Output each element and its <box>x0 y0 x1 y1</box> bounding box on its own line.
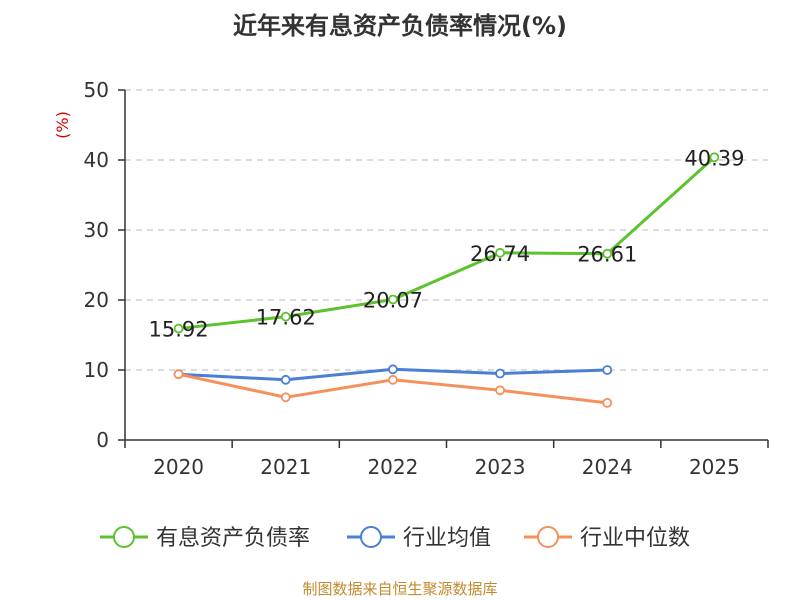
y-tick-label: 50 <box>84 78 109 102</box>
data-point[interactable] <box>495 368 505 379</box>
axes: 0 10 20 30 40 50 2020 2021 2022 2023 2024 2025 (%) <box>53 78 769 479</box>
data-point[interactable] <box>173 323 184 334</box>
source-note: 制图数据来自恒生聚源数据库 <box>302 580 498 598</box>
data-point[interactable] <box>173 369 184 380</box>
data-point[interactable] <box>280 374 291 385</box>
legend-swatch-marker <box>537 526 559 548</box>
y-axis-unit-label: (%) <box>53 111 72 139</box>
data-labels: 15.92 17.62 20.07 26.74 26.61 40.39 <box>149 146 745 341</box>
series-line <box>178 156 716 331</box>
data-label: 26.61 <box>577 243 637 267</box>
x-tick-label: 2025 <box>689 455 740 479</box>
x-tick-label: 2024 <box>582 455 633 479</box>
data-point[interactable] <box>280 392 291 403</box>
y-tick-label: 30 <box>84 218 109 242</box>
legend-item[interactable]: 行业均值 <box>347 526 491 551</box>
y-tick-label: 20 <box>84 288 109 312</box>
data-point[interactable] <box>280 311 291 322</box>
x-tick-label: 2023 <box>475 455 526 479</box>
data-label: 26.74 <box>470 242 530 266</box>
legend-label: 有息资产负债率 <box>156 526 310 551</box>
y-tick-label: 40 <box>84 148 109 172</box>
grid-lines <box>125 89 768 371</box>
y-tick-label: 10 <box>84 358 109 382</box>
x-tick-label: 2020 <box>153 455 204 479</box>
data-point[interactable] <box>495 385 505 396</box>
legend-label: 行业均值 <box>403 526 491 551</box>
chart-title: 近年来有息资产负债率情况(%) <box>233 12 567 40</box>
x-tick-label: 2021 <box>260 455 311 479</box>
legend[interactable]: 有息资产负债率 行业均值 行业中位数 <box>100 526 690 551</box>
x-tick-label: 2022 <box>367 455 418 479</box>
data-point[interactable] <box>495 247 505 258</box>
data-label: 40.39 <box>684 146 744 170</box>
legend-item[interactable]: 有息资产负债率 <box>100 526 310 551</box>
legend-label: 行业中位数 <box>580 526 690 551</box>
data-label: 20.07 <box>363 289 423 313</box>
data-point[interactable] <box>602 248 613 259</box>
legend-item[interactable]: 行业中位数 <box>524 526 690 551</box>
data-point[interactable] <box>388 374 398 385</box>
series-group <box>173 152 720 408</box>
data-point[interactable] <box>602 365 613 375</box>
data-point[interactable] <box>388 364 398 375</box>
legend-swatch-marker <box>360 526 382 548</box>
data-point[interactable] <box>709 152 720 163</box>
legend-swatch-marker <box>113 526 135 548</box>
data-label: 15.92 <box>149 318 209 342</box>
data-point[interactable] <box>388 294 398 305</box>
data-point[interactable] <box>602 397 613 408</box>
y-tick-label: 0 <box>96 428 109 452</box>
data-label: 17.62 <box>256 306 316 330</box>
